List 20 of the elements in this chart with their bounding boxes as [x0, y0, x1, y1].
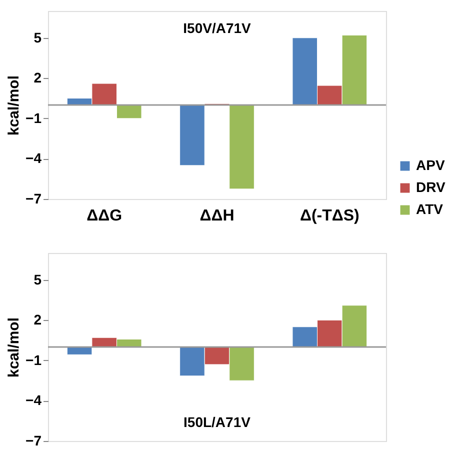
text: I50L/A71V: [184, 414, 252, 430]
y-tick-label: −4: [26, 150, 42, 166]
y-tick-label: −4: [26, 392, 42, 408]
x-tick-label: Δ(-TΔS): [300, 208, 360, 224]
x-tick-label: ΔΔH: [200, 208, 234, 224]
x-tick-label: ΔΔG: [86, 208, 122, 224]
y-tick-label: 2: [34, 70, 42, 86]
legend-label: APV: [416, 157, 446, 173]
legend-label: ATV: [416, 201, 444, 217]
y-tick-label: 2: [34, 312, 42, 328]
y-tick-label: 5: [34, 271, 42, 288]
y-tick-label: 5: [34, 29, 42, 46]
y-tick-label: −1: [26, 352, 42, 368]
y-tick-label: −7: [26, 190, 42, 206]
y-axis-title: kcal/mol: [6, 317, 23, 378]
legend-label: DRV: [416, 179, 446, 195]
y-axis-title: kcal/mol: [6, 75, 23, 136]
y-tick-label: −7: [26, 432, 42, 448]
y-tick-label: −1: [26, 110, 42, 126]
text: I50V/A71V: [183, 20, 252, 36]
